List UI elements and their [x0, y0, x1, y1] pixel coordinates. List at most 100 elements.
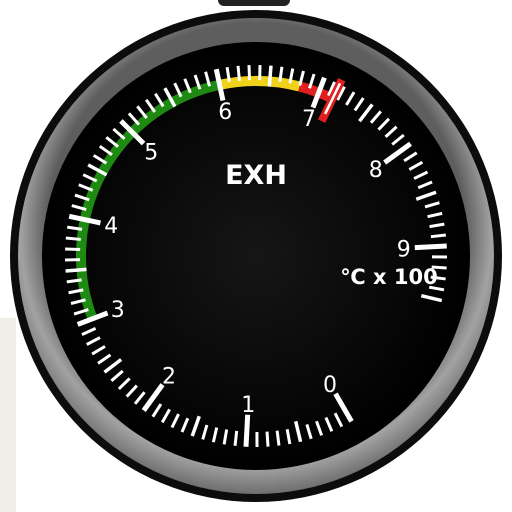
minor-tick — [285, 428, 292, 445]
minor-tick — [66, 278, 82, 284]
scale-label-4: 4 — [104, 214, 118, 239]
minor-tick — [211, 427, 219, 443]
minor-tick — [430, 233, 447, 239]
minor-tick — [327, 81, 336, 97]
minor-tick — [133, 391, 146, 405]
minor-tick — [78, 183, 94, 192]
gauge-title: EXH — [225, 160, 287, 191]
minor-tick — [151, 403, 163, 418]
minor-tick — [105, 136, 120, 148]
scale-label-2: 2 — [162, 365, 176, 390]
minor-tick — [369, 110, 382, 124]
background-edge-strip — [0, 318, 16, 512]
minor-tick — [74, 193, 90, 202]
scale-label-1: 1 — [241, 393, 255, 418]
scale-ticks — [65, 65, 448, 448]
minor-tick — [112, 127, 126, 141]
major-tick-2 — [141, 383, 165, 412]
mid-tick — [87, 163, 108, 177]
mid-tick — [358, 103, 374, 123]
minor-tick — [403, 151, 418, 163]
minor-tick — [236, 65, 241, 81]
minor-tick — [417, 180, 433, 190]
minor-tick — [201, 424, 209, 440]
minor-tick — [427, 211, 443, 219]
scale-label-7: 7 — [302, 107, 316, 132]
minor-tick — [391, 133, 405, 146]
band-yellow — [218, 76, 301, 92]
minor-tick — [92, 154, 108, 165]
minor-tick — [430, 275, 446, 281]
major-tick-1 — [243, 414, 251, 447]
mid-tick — [65, 267, 87, 273]
mid-tick — [267, 65, 273, 87]
major-tick-3 — [76, 310, 109, 327]
minor-tick — [225, 66, 231, 83]
minor-tick — [65, 247, 81, 252]
minor-tick — [144, 98, 157, 113]
mid-tick — [103, 358, 123, 374]
minor-tick — [377, 117, 390, 131]
minor-tick — [353, 97, 365, 112]
mounting-tab — [218, 0, 290, 6]
minor-tick — [413, 170, 429, 180]
minor-tick — [91, 345, 106, 356]
minor-tick — [233, 430, 239, 447]
mid-tick — [190, 415, 201, 437]
minor-tick — [173, 82, 183, 98]
minor-tick — [204, 71, 212, 87]
scale-label-9: 9 — [397, 237, 411, 262]
minor-tick — [81, 327, 97, 336]
minor-tick — [65, 236, 81, 241]
minor-tick — [424, 201, 440, 209]
minor-tick — [275, 430, 281, 446]
minor-tick — [288, 68, 295, 84]
gauge-unit-label: ℃ x 100 — [340, 265, 437, 289]
mid-tick — [415, 190, 437, 201]
minor-tick — [82, 173, 98, 183]
minor-tick — [110, 369, 124, 382]
major-tick-5 — [119, 119, 146, 146]
major-tick-8 — [383, 141, 412, 165]
minor-tick — [222, 429, 229, 445]
minor-tick — [73, 308, 89, 316]
minor-tick — [429, 222, 445, 229]
minor-tick — [160, 408, 171, 424]
minor-tick — [315, 420, 324, 436]
minor-tick — [308, 73, 316, 89]
major-tick-6 — [213, 68, 226, 101]
scale-label-0: 0 — [323, 373, 337, 398]
mid-tick — [293, 420, 303, 443]
minor-tick — [154, 92, 165, 108]
minor-tick — [70, 298, 86, 305]
minor-tick — [136, 105, 148, 120]
scale-label-6: 6 — [218, 100, 232, 125]
minor-tick — [86, 336, 101, 346]
major-tick-4 — [68, 213, 101, 226]
minor-tick — [345, 91, 356, 106]
minor-tick — [384, 125, 398, 138]
minor-tick — [265, 431, 270, 447]
minor-tick — [305, 424, 313, 440]
major-tick-9 — [414, 243, 447, 251]
minor-tick — [66, 225, 83, 231]
gauge-face — [42, 42, 470, 470]
minor-tick — [125, 384, 138, 398]
minor-tick — [408, 160, 424, 171]
minor-tick — [333, 412, 344, 428]
minor-tick — [71, 204, 87, 212]
minor-tick — [180, 417, 190, 433]
mid-tick — [163, 87, 177, 108]
minor-tick — [247, 65, 252, 81]
minor-tick — [336, 86, 346, 101]
minor-tick — [278, 66, 284, 82]
minor-tick — [193, 74, 202, 90]
minor-tick — [98, 144, 113, 157]
scale-label-5: 5 — [144, 140, 158, 165]
minor-tick — [431, 265, 447, 270]
major-tick-7 — [310, 76, 327, 109]
minor-tick — [117, 377, 131, 390]
minor-tick — [298, 70, 305, 86]
scale-label-3: 3 — [111, 298, 125, 323]
